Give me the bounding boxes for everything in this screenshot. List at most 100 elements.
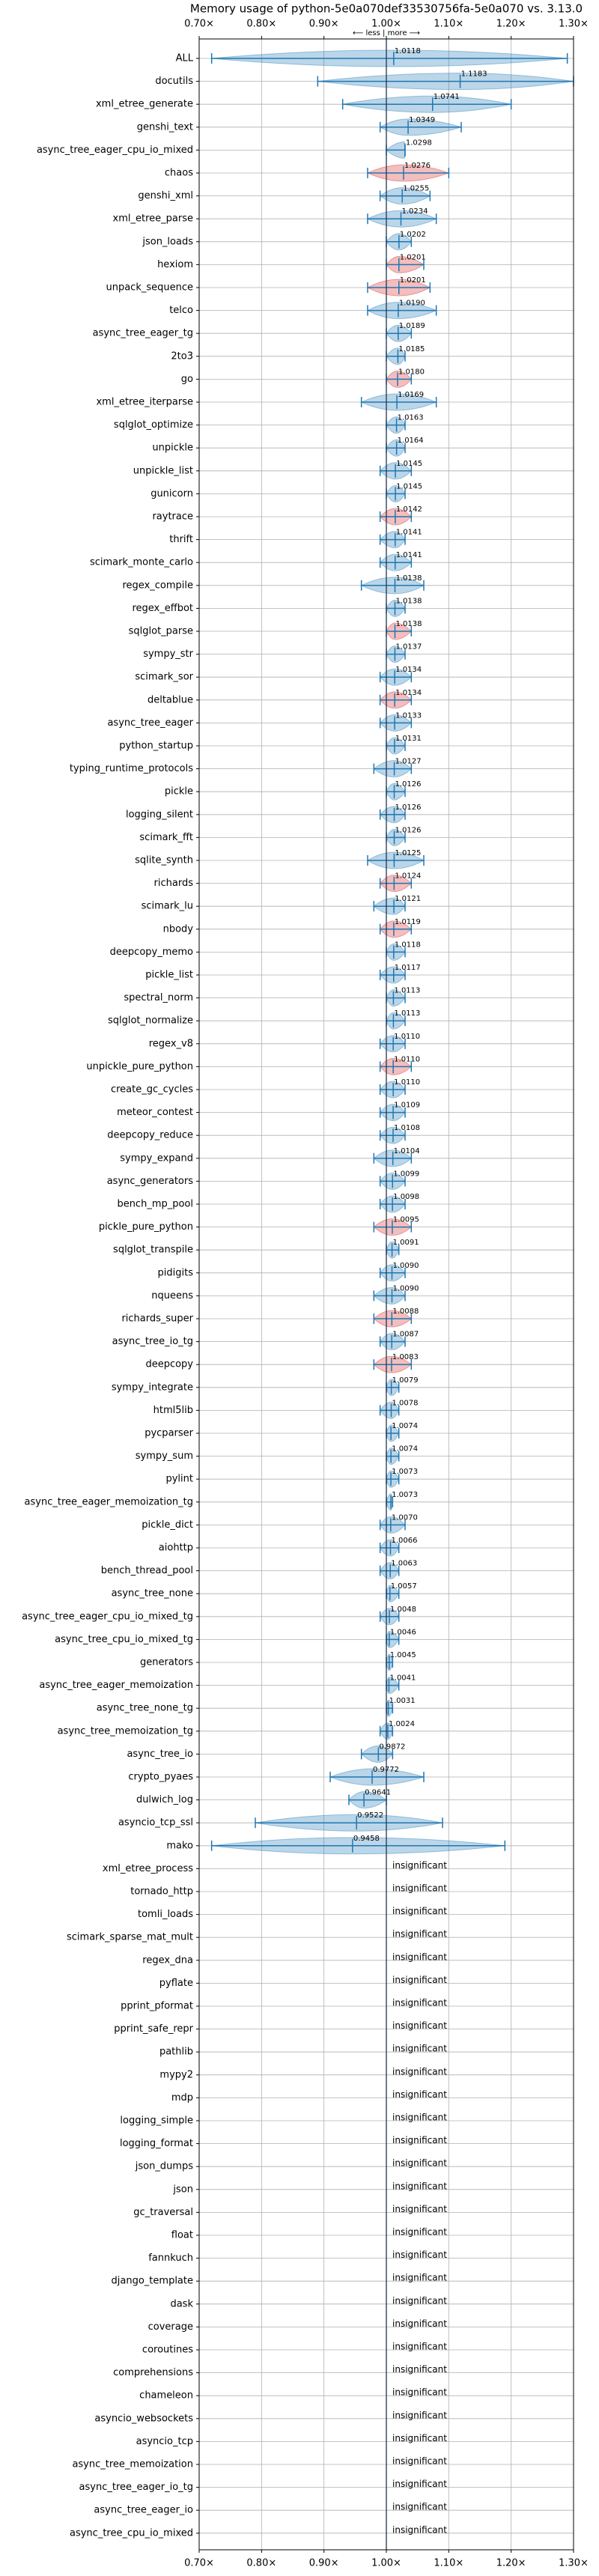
value-label: 1.0134 [395, 689, 422, 697]
category-label: async_tree_eager [107, 717, 193, 729]
value-label: 1.0073 [392, 1491, 418, 1499]
value-label: 1.0118 [395, 941, 421, 949]
category-label: deepcopy [145, 1359, 193, 1370]
category-label: async_generators [107, 1176, 194, 1187]
value-label: insignificant [392, 2112, 447, 2123]
category-label: 2to3 [171, 350, 193, 362]
category-label: async_tree_cpu_io_mixed_tg [55, 1634, 193, 1645]
x-tick-label: 1.00× [371, 2558, 401, 2569]
category-label: regex_v8 [149, 1038, 193, 1049]
value-label: 1.0074 [392, 1445, 418, 1453]
value-label: 1.0121 [395, 895, 421, 903]
category-label: mdp [171, 2092, 193, 2103]
value-label: 1.0138 [396, 574, 422, 583]
category-label: sympy_expand [120, 1152, 193, 1164]
category-label: pyflate [159, 1978, 193, 1989]
category-label: unpickle_list [133, 465, 193, 476]
category-label: sqlglot_normalize [108, 1015, 193, 1027]
value-label: 1.0137 [395, 643, 422, 651]
value-label: 1.1183 [461, 70, 487, 79]
category-label: xml_etree_process [103, 1863, 193, 1874]
value-label: insignificant [392, 2066, 447, 2077]
value-label: 1.0074 [392, 1422, 418, 1430]
category-label: pylint [165, 1474, 193, 1485]
category-label: async_tree_cpu_io_mixed [70, 2527, 193, 2539]
value-label: 1.0073 [392, 1468, 418, 1476]
category-label: fannkuch [148, 2253, 193, 2264]
value-label: 1.0119 [395, 918, 421, 926]
value-label: 1.0083 [392, 1353, 419, 1361]
category-label: regex_compile [122, 580, 193, 591]
value-label: insignificant [392, 2020, 447, 2031]
category-label: unpickle_pure_python [86, 1061, 193, 1072]
category-label: scimark_fft [139, 832, 193, 843]
category-label: pickle [165, 786, 193, 798]
category-label: html5lib [153, 1405, 193, 1416]
value-label: 1.0138 [396, 620, 422, 628]
value-label: insignificant [392, 1906, 447, 1916]
category-label: json_dumps [135, 2161, 193, 2172]
value-label: 1.0163 [398, 414, 424, 422]
value-label: insignificant [392, 2089, 447, 2100]
category-label: async_tree_eager_cpu_io_mixed_tg [22, 1611, 193, 1622]
category-label: crypto_pyaes [128, 1772, 193, 1783]
x-tick-label: 0.90× [309, 19, 339, 30]
category-label: deltablue [148, 694, 193, 705]
category-label: coverage [148, 2321, 193, 2333]
category-label: async_tree_eager_memoization_tg [25, 1496, 193, 1507]
category-label: python_startup [119, 741, 193, 752]
category-label: async_tree_memoization_tg [58, 1725, 193, 1737]
value-label: insignificant [392, 2181, 447, 2191]
value-label: 1.0078 [392, 1399, 419, 1407]
plot-frame [198, 38, 574, 2551]
value-label: 1.0180 [398, 368, 425, 376]
category-label: json_loads [142, 236, 193, 247]
value-label: 1.0131 [395, 735, 422, 743]
category-label: mako [166, 1840, 193, 1851]
category-label: asyncio_websockets [94, 2413, 193, 2424]
category-label: async_tree_eager_cpu_io_mixed [37, 145, 193, 156]
value-label: insignificant [392, 2158, 447, 2169]
value-label: insignificant [392, 1860, 447, 1871]
category-label: meteor_contest [117, 1107, 193, 1118]
category-label: tornado_http [130, 1886, 193, 1898]
value-label: insignificant [392, 2318, 447, 2329]
category-label: pidigits [158, 1267, 194, 1278]
category-label: pathlib [159, 2047, 193, 2058]
value-label: 1.0133 [395, 711, 422, 720]
value-label: 1.0110 [394, 1055, 420, 1063]
value-label: 1.0185 [398, 345, 425, 353]
value-label: 1.0141 [396, 529, 422, 537]
category-label: spectral_norm [124, 992, 193, 1003]
value-label: 1.0113 [394, 1009, 420, 1018]
value-label: 1.0090 [393, 1284, 419, 1292]
axis-annotation: ⟵ less | more ⟶ [353, 29, 420, 37]
value-label: 1.0109 [394, 1102, 420, 1110]
category-label: gunicorn [150, 488, 193, 499]
value-label: 0.9458 [353, 1835, 380, 1843]
value-label: insignificant [392, 2204, 447, 2214]
category-label: generators [140, 1657, 193, 1668]
value-label: insignificant [392, 2456, 447, 2467]
category-label: sympy_sum [136, 1450, 193, 1462]
value-label: 1.0201 [400, 276, 426, 285]
value-label: 1.0276 [404, 162, 431, 170]
category-label: gc_traversal [133, 2207, 193, 2218]
value-label: insignificant [392, 2364, 447, 2375]
value-label: insignificant [392, 2387, 447, 2398]
category-label: logging_simple [120, 2115, 193, 2127]
value-label: 1.0741 [434, 93, 460, 101]
category-label: pickle_list [145, 970, 193, 981]
category-label: genshi_text [137, 121, 193, 133]
category-label: typing_runtime_protocols [70, 763, 193, 774]
value-label: insignificant [392, 1929, 447, 1939]
value-label: 1.0126 [395, 780, 422, 789]
value-label: 1.0079 [392, 1376, 419, 1385]
category-label: scimark_sor [135, 672, 193, 683]
category-label: logging_format [120, 2138, 193, 2149]
category-label: go [181, 374, 193, 385]
category-label: bench_mp_pool [117, 1199, 193, 1210]
category-label: regex_effbot [132, 603, 193, 614]
category-label: thrift [169, 534, 193, 545]
